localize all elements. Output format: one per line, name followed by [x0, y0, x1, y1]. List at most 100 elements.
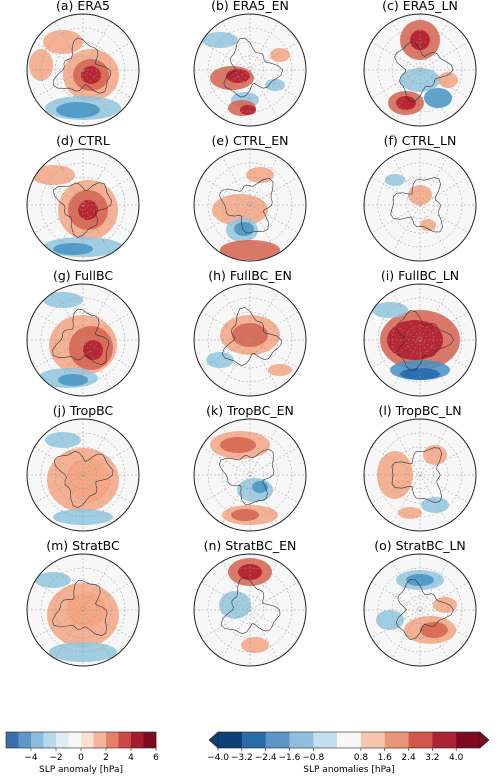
- meridian-line: [371, 176, 469, 234]
- map-boundary: [26, 13, 140, 127]
- map-panel: (j) TropBC: [26, 403, 140, 532]
- colorbar-extend-low: [208, 731, 219, 749]
- anomaly-contour: [212, 194, 268, 226]
- map-panel: (b) ERA5_EN: [193, 0, 307, 127]
- colorbar-extend-high: [479, 731, 490, 749]
- map-panel: (g) FullBC: [26, 268, 140, 397]
- colorbar-tick-label: 4: [128, 753, 134, 763]
- panel-title: (c) ERA5_LN: [382, 0, 458, 13]
- colorbar-swatch: [265, 732, 290, 748]
- panel-title: (d) CTRL: [56, 133, 110, 148]
- colorbar-tick-label: 6: [153, 753, 159, 763]
- anomaly-contour: [231, 509, 259, 521]
- anomaly-contour: [396, 96, 416, 110]
- anomaly-contour: [56, 102, 100, 118]
- anomaly-contour: [232, 323, 268, 347]
- colorbars: −4 −2 0 2 4 6 SLP anomaly [hPa] −4.0 −3.2 −2.4 −1.…: [5, 731, 490, 775]
- map-panel: (m) StratBC: [26, 538, 140, 667]
- panel-title: (b) ERA5_EN: [211, 0, 289, 13]
- anomaly-contour: [220, 437, 256, 453]
- map-boundary: [26, 418, 140, 532]
- map-boundary: [26, 148, 140, 262]
- anomaly-contour: [83, 340, 103, 360]
- meridian-line: [201, 176, 299, 234]
- coastline: [52, 37, 112, 94]
- map-panel: (c) ERA5_LN: [363, 0, 477, 127]
- colorbar-tick-label: −4.0: [207, 753, 229, 763]
- colorbar-swatch: [289, 732, 314, 748]
- colorbar-swatch: [241, 732, 266, 748]
- coastline: [53, 450, 114, 509]
- coastline: [219, 448, 275, 505]
- colorbar-tick-label: 2: [103, 753, 109, 763]
- map-boundary: [193, 13, 307, 127]
- panel-title: (k) TropBC_EN: [206, 403, 294, 418]
- panel-title: (e) CTRL_EN: [212, 133, 289, 148]
- colorbar-swatch: [18, 732, 32, 748]
- coastline: [395, 310, 454, 371]
- colorbar-tick-label: 0: [78, 753, 84, 763]
- colorbar-tick-label: 1.6: [378, 753, 393, 763]
- anomaly-contour: [234, 222, 254, 236]
- coastline: [390, 177, 443, 233]
- colorbar-frame: [217, 731, 481, 749]
- colorbar-swatch: [131, 732, 144, 748]
- colorbar-tick-label: −2.4: [255, 753, 277, 763]
- map-panel: (e) CTRL_EN: [193, 133, 307, 262]
- anomaly-contour: [206, 352, 234, 368]
- map-boundary: [363, 13, 477, 127]
- anomaly-field: [29, 30, 121, 120]
- colorbar-swatch: [218, 732, 243, 748]
- map-boundary: [193, 148, 307, 262]
- colorbar-tick-label: 0.8: [354, 753, 369, 763]
- anomaly-contour: [421, 497, 449, 513]
- anomaly-contour: [53, 243, 93, 255]
- map-panel: (l) TropBC_LN: [363, 403, 477, 532]
- meridian-line: [201, 311, 299, 369]
- anomaly-contour: [226, 69, 250, 83]
- colorbar-tick-label: −2: [49, 753, 62, 763]
- panel-title: (g) FullBC: [53, 268, 113, 283]
- colorbar-tick-label: 4.0: [449, 753, 464, 763]
- colorbar-swatch: [106, 732, 119, 748]
- colorbar-swatch: [6, 732, 19, 748]
- colorbar-swatch: [43, 732, 57, 748]
- colorbar-swatch: [384, 732, 409, 748]
- anomaly-contour: [265, 79, 285, 91]
- anomaly-contour: [219, 591, 251, 619]
- panel-title: (j) TropBC: [53, 403, 114, 418]
- map-panel: (a) ERA5: [26, 0, 140, 127]
- panel-title: (n) StratBC_EN: [204, 538, 297, 553]
- anomaly-contour: [240, 105, 256, 115]
- anomaly-contour: [66, 458, 110, 502]
- colorbar-swatch: [408, 732, 433, 748]
- colorbar-right: −4.0 −3.2 −2.4 −1.6 −0.8 0.8 1.6 2.4 3.2 4.0 SLP a…: [207, 731, 490, 775]
- coastline: [52, 580, 108, 637]
- map-boundary: [26, 553, 140, 667]
- map-boundary: [26, 283, 140, 397]
- panel-title: (f) CTRL_LN: [384, 133, 457, 148]
- coastline: [221, 307, 282, 366]
- meridian-line: [34, 41, 132, 99]
- anomaly-contour: [202, 32, 238, 48]
- colorbar-swatch: [337, 732, 362, 748]
- anomaly-contour: [424, 88, 452, 108]
- panel-title: (o) StratBC_LN: [374, 538, 466, 553]
- anomaly-field: [377, 445, 449, 519]
- anomaly-contour: [372, 302, 408, 318]
- anomaly-contour: [377, 451, 413, 499]
- colorbar-tick-label: −4: [24, 753, 38, 763]
- map-boundary: [193, 553, 307, 667]
- anomaly-contour: [420, 622, 448, 638]
- anomaly-field: [202, 32, 290, 116]
- colorbar-swatch: [313, 732, 338, 748]
- meridian-line: [371, 41, 469, 99]
- meridian-line: [201, 446, 299, 504]
- meridian-line: [371, 446, 469, 504]
- map-boundary: [363, 418, 477, 532]
- anomaly-contour: [43, 30, 83, 54]
- anomaly-contour: [45, 432, 81, 448]
- coastline: [223, 37, 283, 98]
- anomaly-contour: [31, 165, 75, 185]
